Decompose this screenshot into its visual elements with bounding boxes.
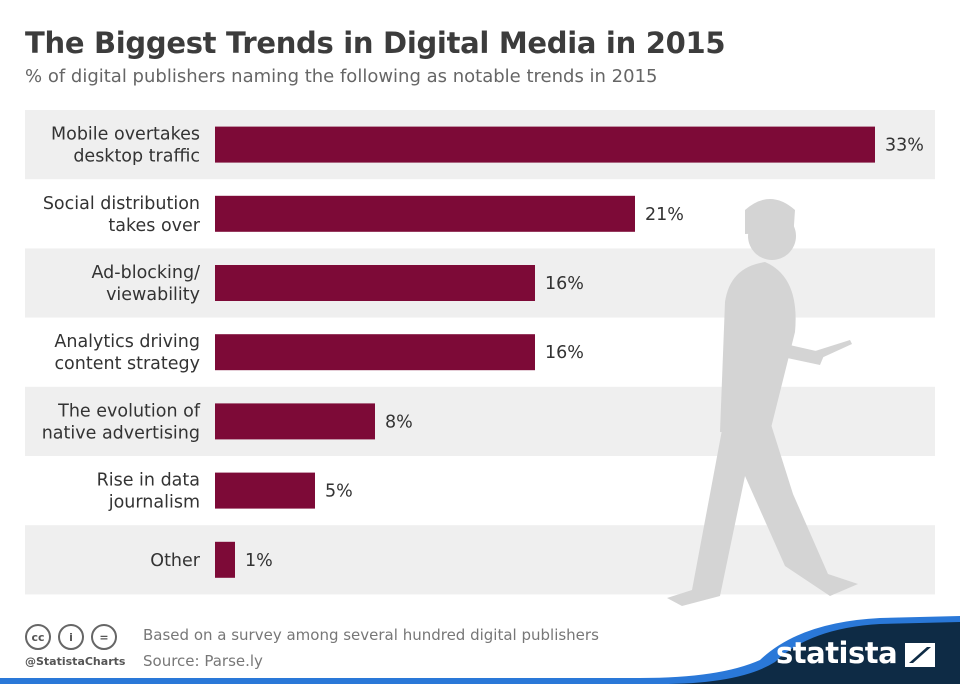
- category-label: takes over: [108, 216, 200, 236]
- footer-note: Based on a survey among several hundred …: [143, 626, 599, 644]
- category-label: journalism: [108, 493, 200, 513]
- value-label: 16%: [545, 343, 584, 363]
- bar: [215, 195, 635, 232]
- value-label: 33%: [885, 136, 924, 156]
- category-label: Social distribution: [43, 194, 200, 214]
- category-label: Rise in data: [97, 471, 200, 491]
- category-label: Ad-blocking/: [92, 263, 201, 283]
- category-label: desktop traffic: [73, 147, 200, 167]
- row-band: [25, 386, 935, 456]
- chart-subtitle: % of digital publishers naming the follo…: [25, 66, 658, 87]
- bar: [215, 403, 375, 440]
- bar: [215, 334, 535, 371]
- footer-swoosh: [0, 616, 960, 684]
- by-icon: i: [58, 624, 84, 650]
- bar: [215, 126, 875, 163]
- value-label: 16%: [545, 274, 584, 294]
- category-label: native advertising: [42, 423, 200, 443]
- twitter-handle: @StatistaCharts: [25, 655, 126, 668]
- category-label: Analytics driving: [54, 332, 200, 352]
- bar: [215, 541, 235, 578]
- bar: [215, 472, 315, 509]
- chart-title: The Biggest Trends in Digital Media in 2…: [25, 26, 726, 60]
- value-label: 8%: [385, 412, 413, 432]
- category-label: viewability: [106, 285, 200, 305]
- statista-logo[interactable]: statista: [776, 636, 898, 670]
- footer-source: Source: Parse.ly: [143, 652, 263, 670]
- category-label: Mobile overtakes: [51, 125, 200, 145]
- value-label: 21%: [645, 205, 684, 225]
- statista-logo-icon: [905, 643, 935, 667]
- category-label: Other: [150, 551, 200, 571]
- walking-person-illustration: [667, 199, 858, 606]
- bar: [215, 265, 535, 301]
- value-label: 5%: [325, 482, 353, 502]
- category-label: The evolution of: [57, 401, 201, 421]
- value-label: 1%: [245, 551, 273, 571]
- category-label: content strategy: [54, 354, 200, 374]
- nd-icon: =: [91, 624, 117, 650]
- cc-icon: cc: [25, 624, 51, 650]
